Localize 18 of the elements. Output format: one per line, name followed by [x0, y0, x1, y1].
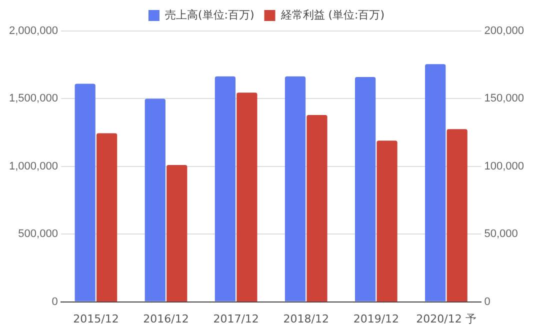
- y2-tick-label: 50,000: [484, 228, 518, 240]
- y-tick-label: 500,000: [18, 228, 58, 240]
- y2-tick-label: 100,000: [484, 160, 524, 172]
- legend-label: 経常利益 (単位:百万): [280, 8, 385, 22]
- x-tick-label: 2020/12 予: [416, 312, 476, 326]
- y-tick-label: 2,000,000: [9, 25, 58, 38]
- y2-tick-label: 0: [484, 296, 490, 308]
- y-tick-label: 1,000,000: [9, 160, 58, 172]
- x-tick-label: 2015/12: [73, 312, 119, 326]
- legend-label: 売上高(単位:百万): [164, 8, 254, 22]
- x-tick-label: 2017/12: [213, 312, 259, 326]
- x-tick-label: 2019/12: [353, 312, 400, 326]
- y-tick-label: 0: [52, 296, 58, 308]
- y2-tick-label: 150,000: [484, 92, 524, 105]
- y2-tick-label: 200,000: [484, 25, 524, 38]
- x-tick-label: 2018/12: [283, 312, 329, 326]
- y-tick-label: 1,500,000: [9, 92, 58, 105]
- x-tick-label: 2016/12: [143, 312, 189, 326]
